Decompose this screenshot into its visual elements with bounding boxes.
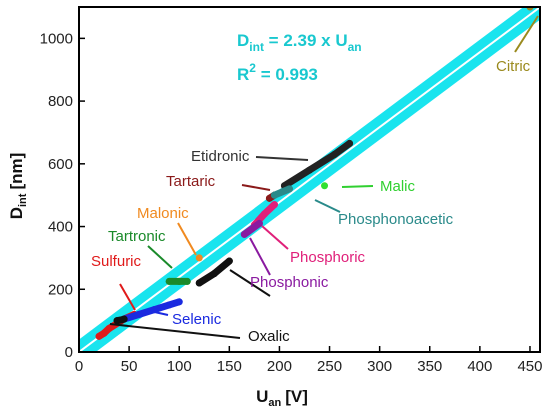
data-point [195, 254, 203, 262]
x-tick-label: 0 [75, 358, 83, 375]
leader-oxalic-upper [229, 269, 271, 297]
x-tick-label: 350 [417, 358, 442, 375]
y-tick-label: 800 [48, 93, 73, 110]
leader-selenic [149, 310, 169, 316]
leader-lines [109, 15, 539, 339]
x-axis-title: Uan [V] [256, 387, 308, 409]
y-tick-label: 600 [48, 156, 73, 173]
leader-tartronic [147, 245, 173, 269]
x-tick-label: 200 [267, 358, 292, 375]
label-etidronic: Etidronic [191, 148, 250, 165]
series-malonic [195, 254, 203, 262]
data-segment [240, 219, 263, 238]
y-axis-ticks: 0 200 400 600 800 1000 [40, 30, 85, 361]
series-phosphonic [240, 219, 263, 238]
y-tick-label: 400 [48, 219, 73, 236]
leader-phosphonoacetic [314, 199, 341, 213]
label-phosphonoacetic: Phosphonoacetic [338, 211, 454, 228]
leader-citric [514, 15, 539, 53]
leader-oxalic [109, 323, 241, 339]
label-tartaric: Tartaric [166, 173, 216, 190]
y-tick-label: 200 [48, 281, 73, 298]
x-tick-label: 100 [167, 358, 192, 375]
leader-malonic [177, 222, 197, 256]
label-phosphoric: Phosphoric [290, 249, 366, 266]
leader-tartaric [241, 184, 271, 191]
y-tick-label: 1000 [40, 30, 73, 47]
x-axis-ticks: 0 50 100 150 200 250 300 350 400 450 [75, 346, 542, 375]
fit-r-squared: R2 = 0.993 [237, 61, 318, 84]
data-segment [306, 150, 339, 174]
y-tick-label: 0 [65, 344, 73, 361]
label-malonic: Malonic [137, 205, 189, 222]
x-tick-label: 400 [467, 358, 492, 375]
data-segment [210, 257, 233, 278]
leader-phosphoric [261, 225, 289, 250]
leader-etidronic [255, 156, 309, 161]
series-tartronic [165, 277, 191, 285]
x-tick-label: 300 [367, 358, 392, 375]
leader-malic [341, 185, 374, 188]
data-segment [260, 201, 278, 218]
label-malic: Malic [380, 178, 416, 195]
plot-frame [78, 6, 541, 353]
leader-sulfuric [119, 283, 136, 311]
data-segment [270, 185, 293, 199]
x-tick-label: 450 [517, 358, 542, 375]
label-tartronic: Tartronic [108, 228, 166, 245]
y-axis-title: Dint[nm] [7, 153, 29, 220]
series-malic [321, 182, 329, 190]
data-series [95, 7, 534, 340]
label-selenic: Selenic [172, 311, 222, 328]
x-tick-label: 50 [121, 358, 138, 375]
x-tick-label: 150 [217, 358, 242, 375]
fit-line [79, 7, 540, 352]
label-citric: Citric [496, 58, 531, 75]
fit-equation: Dint = 2.39 x Uan [237, 31, 362, 54]
label-oxalic: Oxalic [248, 328, 290, 345]
series-oxalic [113, 257, 233, 325]
data-segment [165, 298, 183, 309]
leader-phosphonic [249, 237, 271, 276]
data-point [321, 182, 329, 190]
x-tick-label: 250 [317, 358, 342, 375]
data-segment [280, 166, 313, 190]
label-sulfuric: Sulfuric [91, 253, 142, 270]
data-segment [117, 315, 128, 324]
data-segment [331, 139, 354, 158]
series-phosphonoacetic [270, 185, 293, 199]
label-phosphonic: Phosphonic [250, 274, 329, 291]
fit-band [79, 7, 540, 352]
